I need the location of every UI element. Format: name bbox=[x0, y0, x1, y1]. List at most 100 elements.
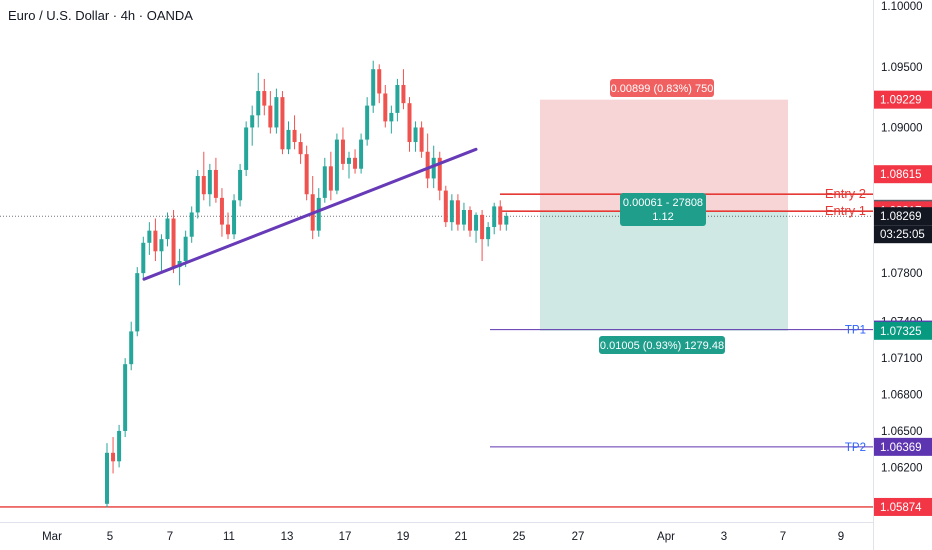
candle-body bbox=[111, 452, 116, 462]
y-tick-label: 1.10000 bbox=[881, 1, 923, 13]
candle-body bbox=[165, 218, 170, 240]
candle-body bbox=[419, 127, 424, 152]
x-tick-label: 9 bbox=[838, 531, 844, 543]
position-zones bbox=[540, 99, 788, 331]
candle-body bbox=[256, 91, 261, 116]
candle-body bbox=[492, 206, 497, 228]
y-tick-label: 1.07100 bbox=[881, 353, 923, 365]
candle-body bbox=[238, 169, 243, 201]
candle-body bbox=[437, 157, 442, 191]
price-label-bg-current bbox=[874, 207, 932, 226]
candle-body bbox=[383, 93, 388, 122]
candle-body bbox=[328, 166, 333, 191]
candle-body bbox=[274, 97, 279, 128]
level-label: TP2 bbox=[845, 442, 866, 454]
candle-body bbox=[207, 169, 212, 195]
x-tick-label: 21 bbox=[455, 531, 468, 543]
candle-body bbox=[147, 230, 152, 243]
stop-loss-zone bbox=[540, 99, 788, 212]
stop-label-bg bbox=[610, 79, 714, 97]
candle-body bbox=[219, 197, 224, 225]
candle-body bbox=[135, 273, 140, 332]
time-axis-border bbox=[0, 522, 873, 523]
level-label: TP1 bbox=[845, 325, 866, 337]
candle-body bbox=[105, 452, 109, 504]
trendline bbox=[142, 147, 478, 281]
candle-body bbox=[171, 218, 176, 268]
price-axis-border bbox=[873, 0, 874, 550]
price-label-target: 1.07325 bbox=[880, 326, 922, 338]
candle-body bbox=[268, 105, 273, 128]
candle-body bbox=[322, 166, 327, 198]
x-tick-label: Apr bbox=[657, 531, 675, 543]
symbol-header: Euro / U.S. Dollar · 4h · OANDA bbox=[8, 8, 193, 23]
position-labels: 0.00899 (0.83%) 750 0.01005 (0.93%) 1279.… bbox=[599, 79, 725, 354]
x-tick-label: 13 bbox=[281, 531, 294, 543]
candle-body bbox=[250, 115, 255, 128]
candle-body bbox=[455, 200, 460, 225]
candle-body bbox=[365, 105, 370, 140]
candle-body bbox=[262, 91, 267, 106]
candle-body bbox=[183, 236, 188, 261]
candle-body bbox=[292, 129, 297, 143]
x-tick-label: 5 bbox=[107, 531, 113, 543]
price-label-bg-countdown bbox=[874, 225, 932, 244]
candle-body bbox=[304, 154, 309, 195]
price-label-low: 1.05874 bbox=[880, 502, 922, 514]
trendline-layer bbox=[142, 147, 478, 281]
level-label: Entry 2 bbox=[825, 186, 866, 201]
time-axis: Mar 5 7 11 13 17 19 21 25 27 Apr 3 7 9 bbox=[42, 531, 844, 543]
x-tick-label: 3 bbox=[721, 531, 727, 543]
y-tick-label: 1.06200 bbox=[881, 462, 923, 474]
candle-body bbox=[395, 84, 400, 113]
candle-body bbox=[129, 331, 134, 365]
candle-body bbox=[280, 97, 285, 150]
candle-body bbox=[226, 224, 230, 235]
candle-body bbox=[389, 112, 394, 122]
x-tick-label: 17 bbox=[339, 531, 352, 543]
candle-body bbox=[159, 239, 164, 252]
price-label-bg-target bbox=[874, 321, 932, 340]
x-tick-label: 27 bbox=[572, 531, 585, 543]
candle-body bbox=[474, 214, 479, 231]
y-tick-label: 1.09500 bbox=[881, 62, 923, 74]
take-profit-zone bbox=[540, 211, 788, 331]
candle-body bbox=[480, 214, 485, 240]
x-tick-label: 19 bbox=[397, 531, 410, 543]
candle-body bbox=[468, 210, 472, 231]
price-label-bg-low bbox=[874, 497, 932, 516]
price-label-entry: 1.08615 bbox=[880, 169, 922, 181]
candle-body bbox=[298, 142, 303, 155]
price-label-stop: 1.09229 bbox=[880, 95, 922, 107]
candle-body bbox=[371, 69, 376, 106]
candle-body bbox=[244, 127, 249, 170]
candle-body bbox=[195, 176, 200, 213]
candle-body bbox=[353, 157, 358, 169]
candle-body bbox=[117, 430, 122, 462]
price-label-countdown: 03:25:05 bbox=[880, 229, 925, 241]
x-tick-label: 11 bbox=[223, 531, 235, 543]
candle-body bbox=[340, 139, 345, 164]
x-tick-label: Mar bbox=[42, 531, 62, 543]
price-label-tp: 1.06369 bbox=[880, 442, 922, 454]
candle-body bbox=[443, 190, 448, 223]
candle-body bbox=[213, 169, 218, 198]
candles bbox=[105, 60, 509, 508]
y-tick-label: 1.09000 bbox=[881, 122, 923, 134]
entry-label-line2: 1.12 bbox=[652, 211, 673, 223]
price-label-bg-stop bbox=[874, 90, 932, 109]
candle-body bbox=[401, 84, 406, 104]
stop-label: 0.00899 (0.83%) 750 bbox=[611, 83, 714, 95]
y-tick-label: 1.07800 bbox=[881, 268, 923, 280]
level-label: Entry 1 bbox=[825, 203, 866, 218]
candle-body bbox=[141, 242, 146, 274]
candle-body bbox=[407, 103, 412, 143]
target-label: 0.01005 (0.93%) 1279.48 bbox=[600, 340, 724, 352]
candle-body bbox=[232, 200, 237, 235]
candle-body bbox=[316, 197, 321, 231]
x-tick-label: 7 bbox=[780, 531, 786, 543]
candle-body bbox=[431, 157, 436, 179]
price-axis: 1.100001.095001.090001.078001.074001.071… bbox=[874, 1, 932, 516]
y-tick-label: 1.06800 bbox=[881, 390, 923, 402]
